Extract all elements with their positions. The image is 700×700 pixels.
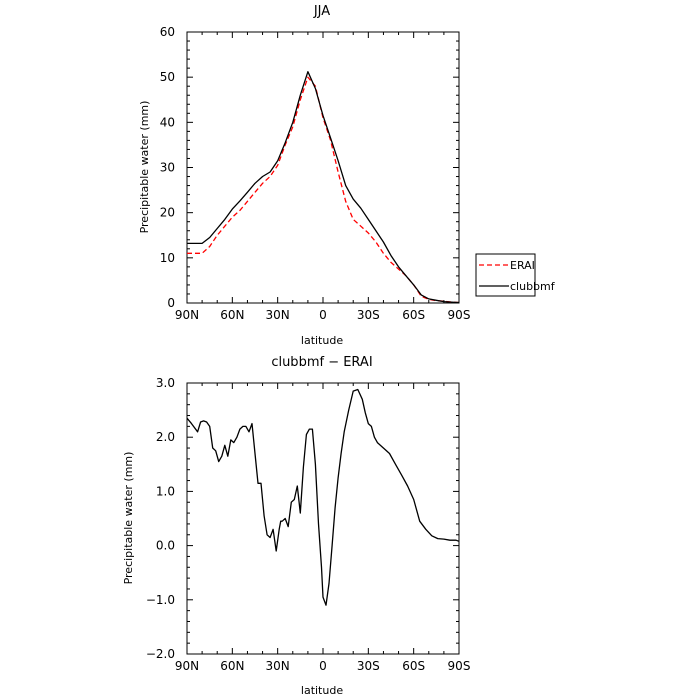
top-y-tick-label: 50 xyxy=(160,70,175,84)
top-x-tick-label: 60S xyxy=(402,308,425,322)
bottom-y-ticks: −2.0 −1.0 0.0 1.0 2.0 3.0 xyxy=(146,376,459,661)
bottom-x-tick-label: 0 xyxy=(319,659,327,673)
bottom-plot-frame xyxy=(186,382,460,655)
legend-box xyxy=(475,253,536,297)
top-plot-frame xyxy=(186,31,460,304)
top-chart-panel: JJA 90N 60N 30N 0 30S 60S 90S 0 10 20 30 40 50 60 la… xyxy=(138,4,556,347)
top-x-tick-label: 0 xyxy=(319,308,327,322)
bottom-x-tick-label: 30N xyxy=(266,659,290,673)
top-series-layer xyxy=(187,71,460,304)
top-y-ticks: 0 10 20 30 40 50 60 xyxy=(160,25,459,310)
bottom-x-tick-label: 30S xyxy=(357,659,380,673)
top-x-ticks: 90N 60N 30N 0 30S 60S 90S xyxy=(175,32,471,322)
legend: ERAI clubbmf xyxy=(475,253,556,297)
bottom-series-line-difference xyxy=(186,388,460,606)
bottom-y-tick-label: 3.0 xyxy=(156,376,175,390)
bottom-y-tick-label: 1.0 xyxy=(156,484,175,498)
bottom-y-tick-label: −1.0 xyxy=(146,593,175,607)
bottom-chart-panel: clubbmf − ERAI 90N 60N 30N 0 30S 60S 90S −2.0−… xyxy=(122,355,470,697)
top-x-tick-label: 90N xyxy=(175,308,199,322)
top-x-tick-label: 30S xyxy=(357,308,380,322)
top-series-line-clubbmf xyxy=(187,71,460,304)
bottom-y-tick-label: 2.0 xyxy=(156,430,175,444)
bottom-x-tick-label: 90S xyxy=(448,659,471,673)
top-x-tick-label: 30N xyxy=(266,308,290,322)
bottom-y-tick-label: −2.0 xyxy=(146,647,175,661)
bottom-x-tick-label: 60N xyxy=(220,659,244,673)
top-series-line-erai xyxy=(187,76,460,304)
bottom-x-ticks: 90N 60N 30N 0 30S 60S 90S xyxy=(175,383,471,673)
top-y-tick-label: 60 xyxy=(160,25,175,39)
top-y-tick-label: 10 xyxy=(160,251,175,265)
top-x-axis-label: latitude xyxy=(301,334,343,347)
top-y-tick-label: 0 xyxy=(167,296,175,310)
top-x-tick-label: 90S xyxy=(448,308,471,322)
top-y-tick-label: 20 xyxy=(160,206,175,220)
bottom-y-axis-label: Precipitable water (mm) xyxy=(122,452,135,585)
bottom-x-axis-label: latitude xyxy=(301,684,343,697)
bottom-chart-title: clubbmf − ERAI xyxy=(271,355,372,370)
top-y-tick-label: 30 xyxy=(160,161,175,175)
top-chart-title: JJA xyxy=(313,4,330,19)
top-x-tick-label: 60N xyxy=(220,308,244,322)
legend-label-clubbmf: clubbmf xyxy=(510,280,556,293)
top-y-axis-label: Precipitable water (mm) xyxy=(138,101,151,234)
bottom-series-layer xyxy=(186,388,460,606)
bottom-x-tick-label: 60S xyxy=(402,659,425,673)
legend-label-erai: ERAI xyxy=(510,259,535,272)
bottom-x-tick-label: 90N xyxy=(175,659,199,673)
bottom-y-tick-label: 0.0 xyxy=(156,539,175,553)
top-y-tick-label: 40 xyxy=(160,115,175,129)
